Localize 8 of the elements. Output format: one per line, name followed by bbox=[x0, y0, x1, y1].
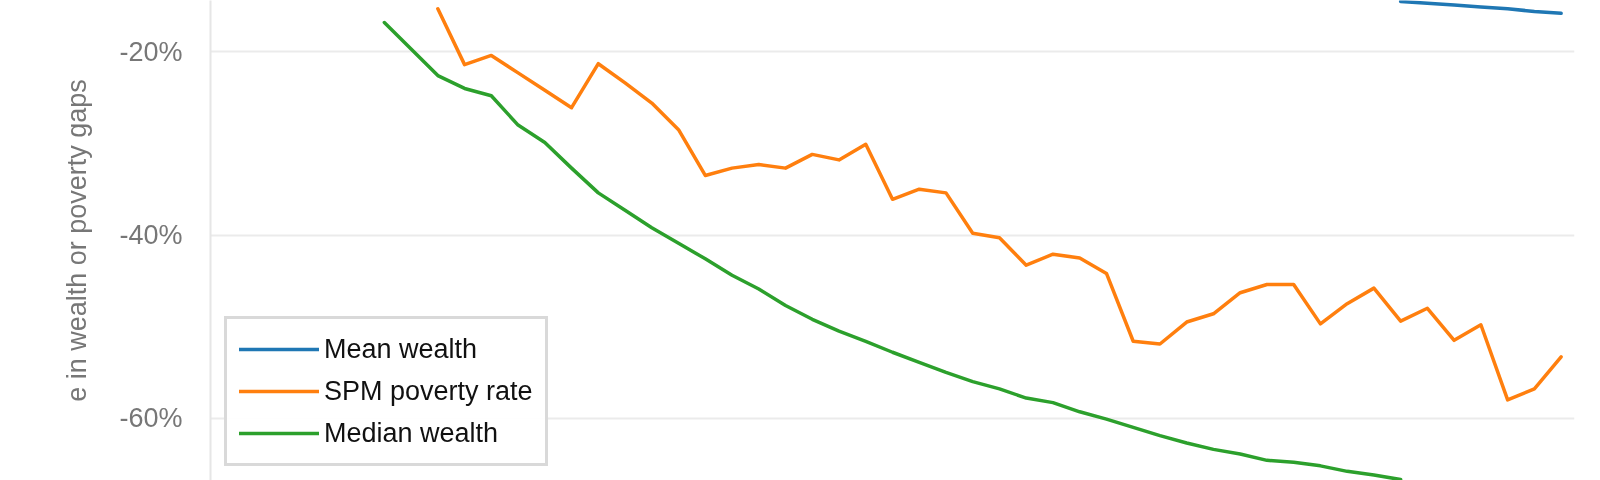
y-tick-label: -60% bbox=[119, 403, 183, 434]
y-tick-label: -40% bbox=[119, 220, 183, 250]
legend-label: Median wealth bbox=[324, 416, 499, 450]
legend-label: SPM poverty rate bbox=[324, 374, 533, 408]
legend-label: Mean wealth bbox=[324, 332, 478, 366]
y-tick-label: -20% bbox=[119, 36, 183, 67]
y-axis-title: e in wealth or poverty gaps bbox=[62, 79, 93, 402]
line-series bbox=[1398, 0, 1563, 16]
